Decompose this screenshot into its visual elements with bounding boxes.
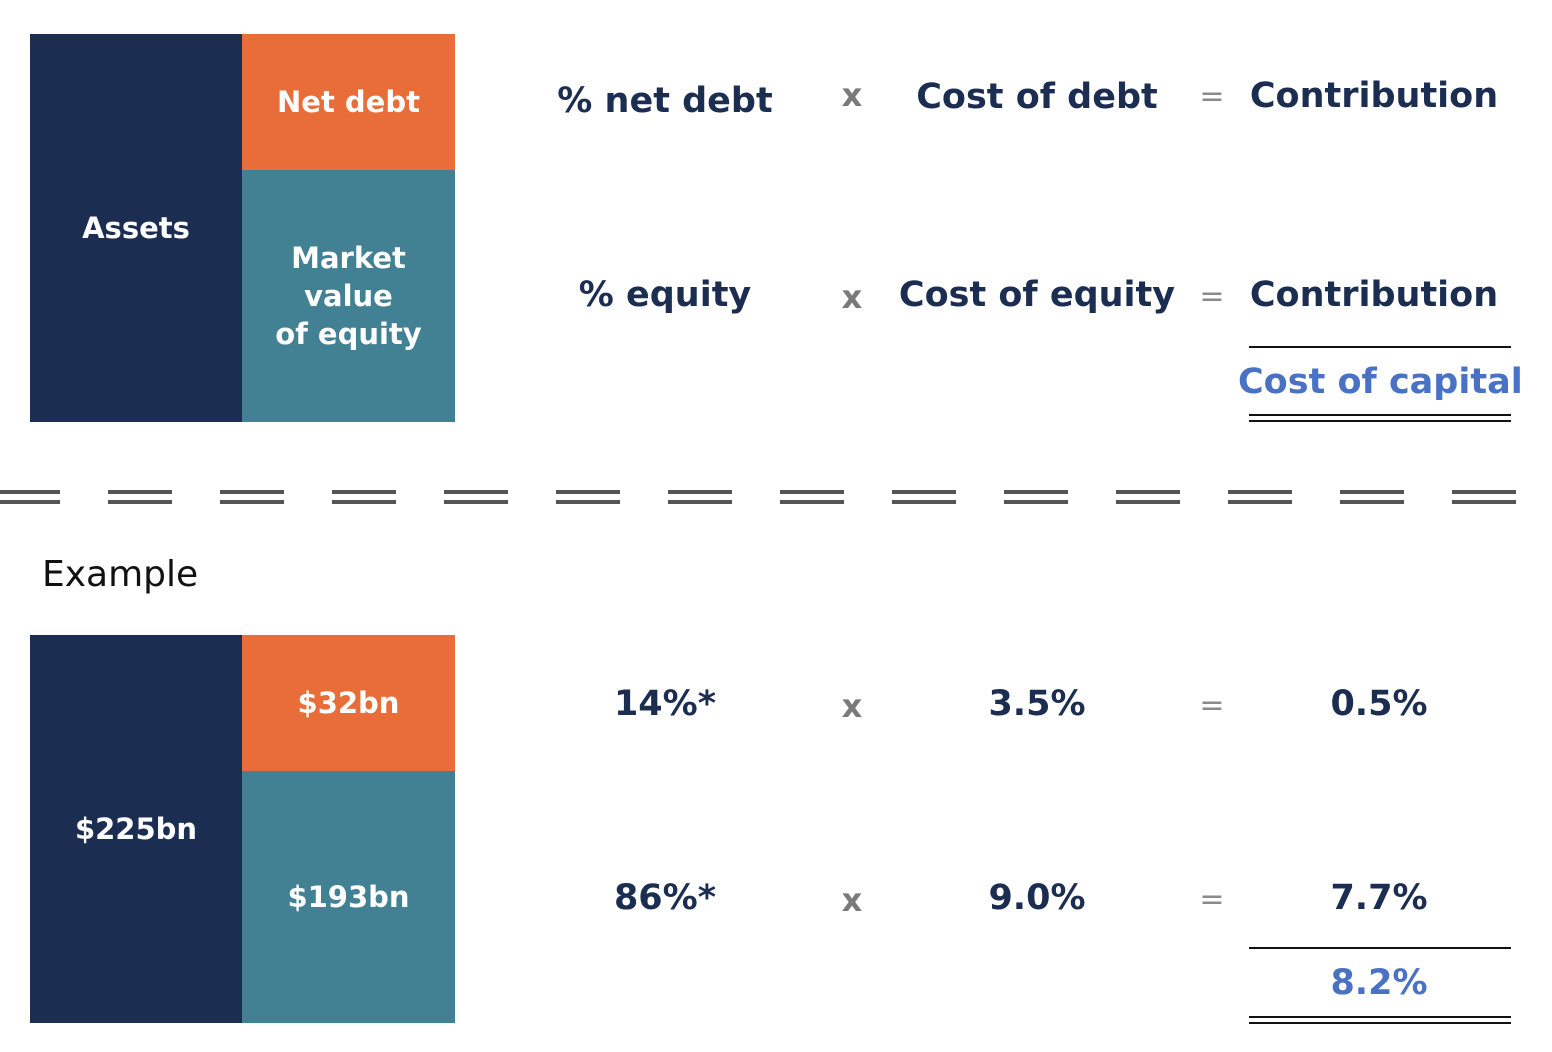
separator-dash (108, 488, 172, 508)
weight-net-debt: % net debt (557, 81, 773, 121)
example-cost-of-debt: 3.5% (988, 684, 1086, 724)
example-heading: Example (42, 554, 199, 595)
separator-dash (1340, 488, 1404, 508)
separator-dash (1228, 488, 1292, 508)
multiply-operator: x (841, 76, 863, 114)
double-underline-top (1249, 414, 1511, 416)
example-contribution-debt: 0.5% (1330, 684, 1428, 724)
multiply-operator: x (841, 881, 863, 919)
double-underline-bottom (1249, 420, 1511, 422)
assets-label: Assets (82, 211, 190, 245)
contribution-debt: Contribution (1249, 76, 1499, 116)
separator-dash (556, 488, 620, 508)
separator-dash (1116, 488, 1180, 508)
example-equity-block: $193bn (242, 771, 455, 1023)
equals-operator: = (1199, 79, 1225, 114)
separator-dash (1004, 488, 1068, 508)
separator-dash (332, 488, 396, 508)
example-net-debt-value: $32bn (297, 686, 400, 720)
example-cost-of-equity: 9.0% (988, 878, 1086, 918)
separator-dash (0, 488, 60, 508)
separator-dash (780, 488, 844, 508)
separator-dash (1452, 488, 1516, 508)
net-debt-block: Net debt (242, 34, 455, 170)
multiply-operator: x (841, 278, 863, 316)
cost-of-capital-total: Cost of capital (1238, 362, 1523, 402)
separator-dash (892, 488, 956, 508)
assets-block: Assets (30, 34, 242, 422)
cost-of-equity-label: Cost of equity (898, 275, 1176, 315)
example-assets-value: $225bn (74, 812, 198, 846)
separator-dash (668, 488, 732, 508)
example-assets-block: $225bn (30, 635, 242, 1023)
equity-block: Market value of equity (242, 170, 455, 422)
double-underline-bottom (1249, 1022, 1511, 1024)
equity-label: Market value of equity (275, 241, 422, 351)
double-underline-top (1249, 1016, 1511, 1018)
equals-operator: = (1199, 688, 1225, 723)
sum-line (1249, 346, 1511, 348)
example-cost-of-capital-total: 8.2% (1330, 963, 1428, 1003)
example-contribution-equity: 7.7% (1330, 878, 1428, 918)
example-net-debt-block: $32bn (242, 635, 455, 771)
example-equity-value: $193bn (287, 880, 410, 914)
equals-operator: = (1199, 279, 1225, 314)
sum-line (1249, 947, 1511, 949)
contribution-equity: Contribution (1249, 275, 1499, 315)
example-weight-equity: 86%* (613, 878, 717, 918)
multiply-operator: x (841, 687, 863, 725)
example-weight-debt: 14%* (613, 684, 717, 724)
weight-equity: % equity (578, 275, 752, 315)
separator-dash (444, 488, 508, 508)
equals-operator: = (1199, 882, 1225, 917)
separator-dash (220, 488, 284, 508)
cost-of-debt-label: Cost of debt (916, 77, 1158, 117)
net-debt-label: Net debt (277, 85, 420, 119)
